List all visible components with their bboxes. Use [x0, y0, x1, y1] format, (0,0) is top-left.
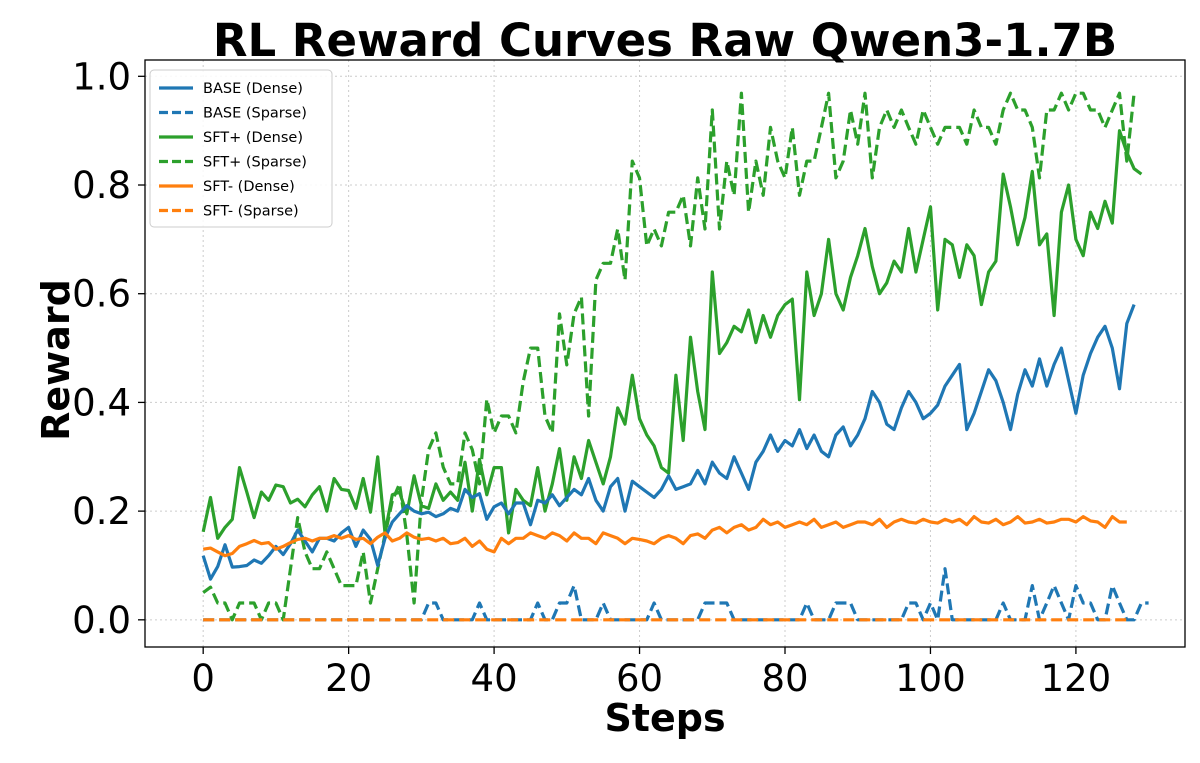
y-tick-label: 1.0	[72, 55, 131, 98]
legend-label: BASE (Dense)	[203, 81, 303, 97]
series-line-sft-dense	[201, 129, 1143, 540]
legend: BASE (Dense) BASE (Sparse) SFT+ (Dense) SFT…	[149, 69, 333, 228]
y-tick-label: 0.2	[72, 490, 131, 533]
legend-label: SFT+ (Sparse)	[203, 155, 307, 171]
x-tick-label: 100	[895, 657, 966, 700]
ticks: 0 20 40 60 80 100 120 0.0 0.2 0.4 0.6 0.8 1.0	[72, 55, 1111, 700]
series-line-base-dense	[201, 304, 1136, 581]
y-tick-label: 0.4	[72, 381, 131, 424]
x-tick-label: 0	[191, 657, 215, 700]
series-line-base-sparse	[203, 567, 1149, 622]
x-tick-label: 80	[761, 657, 808, 700]
legend-label: BASE (Sparse)	[203, 106, 307, 122]
series-line-sft-dense	[202, 514, 1127, 558]
legend-label: SFT+ (Dense)	[203, 130, 303, 146]
series-lines	[201, 91, 1149, 622]
x-tick-label: 20	[325, 657, 372, 700]
x-tick-label: 40	[471, 657, 518, 700]
x-tick-label: 60	[616, 657, 663, 700]
x-axis-label: Steps	[604, 696, 726, 740]
y-tick-label: 0.6	[72, 273, 131, 316]
x-tick-label: 120	[1041, 657, 1112, 700]
y-tick-label: 0.8	[72, 164, 131, 207]
series-line-sft-sparse	[202, 91, 1136, 622]
legend-box	[149, 69, 333, 228]
legend-label: SFT- (Dense)	[203, 179, 295, 195]
axes-frame	[144, 59, 1186, 648]
legend-label: SFT- (Sparse)	[203, 204, 299, 220]
chart-title: RL Reward Curves Raw Qwen3-1.7B	[212, 14, 1118, 67]
y-tick-label: 0.0	[72, 599, 131, 642]
